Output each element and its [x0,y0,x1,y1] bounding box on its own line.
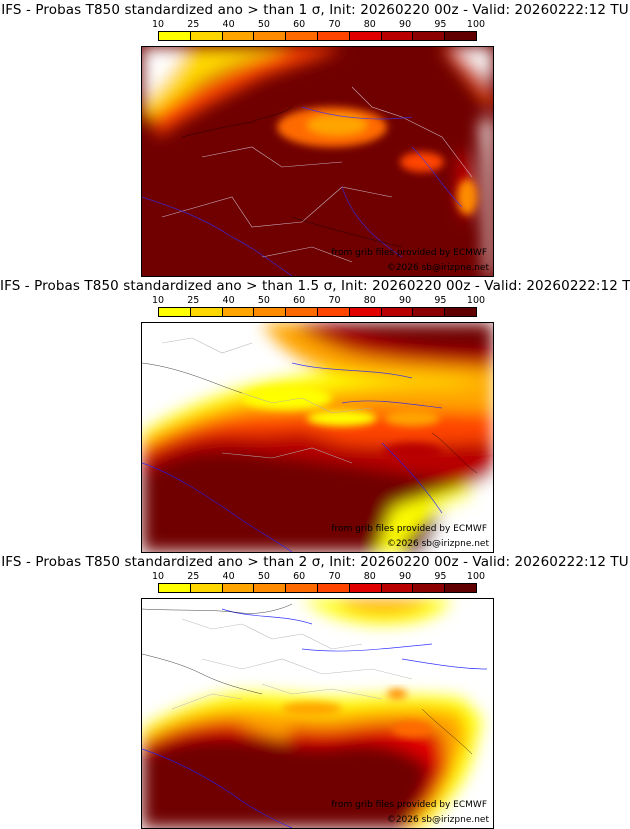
colorbar-tick: 80 [363,19,376,30]
colorbar-tick: 25 [187,19,200,30]
colorbar-swatch [381,584,414,592]
probability-panel-1-5-sigma: IFS - Probas T850 standardized ano > tha… [0,276,630,553]
probability-colorbar [158,31,477,41]
colorbar-swatch [254,584,287,592]
colorbar-tick: 40 [222,19,235,30]
colorbar-swatch [254,32,287,40]
colorbar-tick: 70 [328,571,341,582]
copyright-credit: ©2026 sb@irizpne.net [386,815,489,825]
colorbar-swatch [159,584,191,592]
colorbar-swatch [190,32,223,40]
colorbar-swatch [381,308,414,316]
colorbar-tick: 10 [151,19,165,30]
colorbar-ticks: 10 25 40 50 60 70 80 90 95 100 [152,571,485,582]
probability-panel-2-sigma: IFS - Probas T850 standardized ano > tha… [0,552,630,829]
colorbar-swatch [349,584,382,592]
colorbar-tick: 95 [434,19,447,30]
panel-title: IFS - Probas T850 standardized ano > tha… [0,278,630,294]
copyright-credit: ©2026 sb@irizpne.net [386,263,489,273]
colorbar-swatch [286,584,318,592]
colorbar-tick: 40 [222,571,235,582]
data-source-credit: from grib files provided by ECMWF [331,800,487,810]
colorbar-swatch [445,308,476,316]
colorbar-swatch [317,32,350,40]
colorbar-swatch [445,32,476,40]
colorbar-swatch [413,32,446,40]
panel-title: IFS - Probas T850 standardized ano > tha… [1,2,629,18]
panel-title: IFS - Probas T850 standardized ano > tha… [1,554,629,570]
colorbar-tick: 95 [434,571,447,582]
colorbar-tick: 95 [434,295,447,306]
colorbar-swatch [413,584,446,592]
colorbar-swatch [413,308,446,316]
colorbar-swatch [286,32,318,40]
probability-map: from grib files provided by ECMWF ©2026 … [141,46,494,277]
colorbar-tick: 10 [151,571,165,582]
colorbar-swatch [286,308,318,316]
colorbar-tick: 80 [363,295,376,306]
colorbar-swatch [349,32,382,40]
probability-panel-1-sigma: IFS - Probas T850 standardized ano > tha… [0,0,630,277]
colorbar-swatch [190,308,223,316]
colorbar-swatch [317,308,350,316]
colorbar-swatch [222,308,255,316]
probability-colorbar [158,307,477,317]
data-source-credit: from grib files provided by ECMWF [331,524,487,534]
colorbar-tick: 50 [257,295,270,306]
colorbar-tick: 50 [257,571,270,582]
colorbar-tick: 25 [187,571,200,582]
colorbar-tick: 40 [222,295,235,306]
colorbar-swatch [190,584,223,592]
colorbar-swatch [254,308,287,316]
colorbar-tick: 100 [466,295,486,306]
probability-colorbar [158,583,477,593]
colorbar-tick: 60 [293,571,306,582]
colorbar-ticks: 10 25 40 50 60 70 80 90 95 100 [152,295,485,306]
copyright-credit: ©2026 sb@irizpne.net [386,539,489,549]
colorbar-tick: 60 [293,295,306,306]
colorbar-swatch [445,584,476,592]
colorbar-tick: 10 [151,295,165,306]
colorbar-swatch [381,32,414,40]
probability-map: from grib files provided by ECMWF ©2026 … [141,598,494,829]
colorbar-swatch [159,308,191,316]
colorbar-swatch [222,584,255,592]
colorbar-tick: 50 [257,19,270,30]
colorbar-tick: 90 [399,295,412,306]
colorbar-swatch [159,32,191,40]
probability-map: from grib files provided by ECMWF ©2026 … [141,322,494,553]
colorbar-tick: 90 [399,571,412,582]
colorbar-tick: 100 [466,571,486,582]
colorbar-tick: 100 [466,19,486,30]
colorbar-tick: 80 [363,571,376,582]
colorbar-swatch [317,584,350,592]
colorbar-ticks: 10 25 40 50 60 70 80 90 95 100 [152,19,485,30]
colorbar-tick: 60 [293,19,306,30]
colorbar-tick: 70 [328,295,341,306]
colorbar-tick: 70 [328,19,341,30]
colorbar-tick: 90 [399,19,412,30]
colorbar-tick: 25 [187,295,200,306]
colorbar-swatch [222,32,255,40]
colorbar-swatch [349,308,382,316]
data-source-credit: from grib files provided by ECMWF [331,248,487,258]
